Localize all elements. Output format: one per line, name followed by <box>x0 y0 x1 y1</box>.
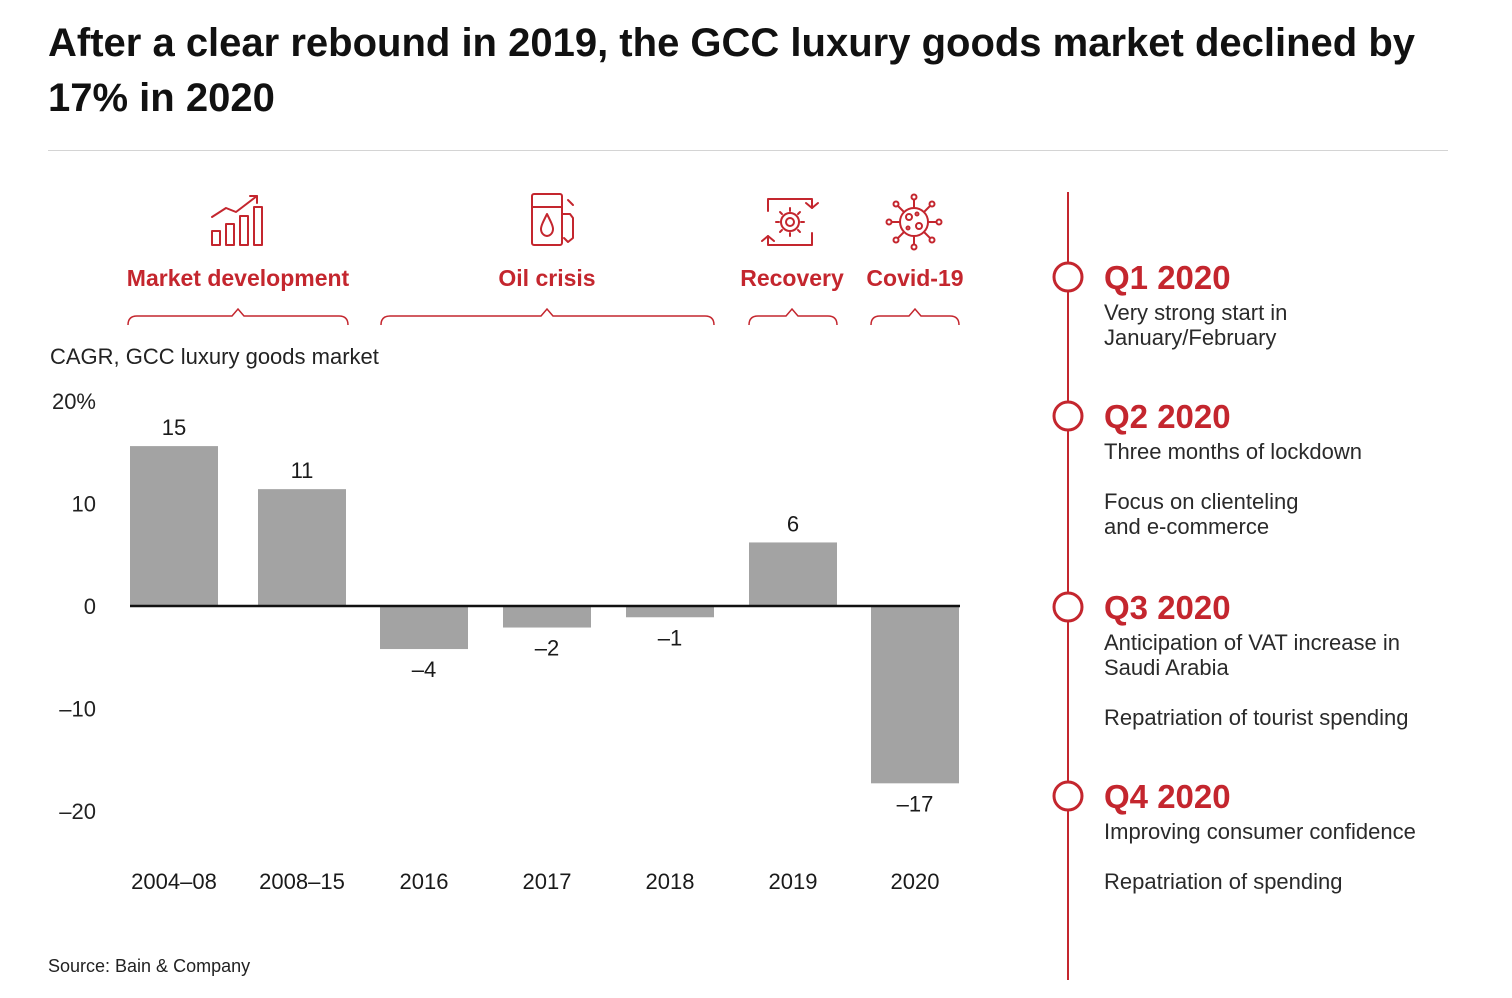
bar <box>749 542 837 606</box>
timeline-marker <box>1052 591 1084 623</box>
timeline: Q1 2020 Very strong start inJanuary/Febru… <box>1052 192 1416 980</box>
timeline-text: Saudi Arabia <box>1104 655 1230 680</box>
x-tick-label: 2019 <box>769 869 818 894</box>
chart-title: After a clear rebound in 2019, the GCC l… <box>48 21 1416 120</box>
bar <box>130 446 218 606</box>
timeline-marker <box>1052 261 1084 293</box>
virus-icon <box>885 193 943 251</box>
timeline-text: Three months of lockdown <box>1104 439 1362 464</box>
phase-brace <box>870 307 960 326</box>
y-tick-label: 20% <box>52 389 96 414</box>
bar-value-label: –4 <box>412 657 436 682</box>
x-tick-label: 2018 <box>646 869 695 894</box>
x-tick-label: 2016 <box>400 869 449 894</box>
timeline-quarter: Q3 2020 <box>1104 589 1231 626</box>
bar <box>258 489 346 606</box>
x-tick-label: 2004–08 <box>131 869 217 894</box>
phase-brace <box>748 307 838 326</box>
bar-value-label: –17 <box>897 791 934 816</box>
title-divider <box>48 150 1448 151</box>
x-axis: 2004–08 2008–15 2016 2017 2018 2019 2020 <box>130 604 960 894</box>
bar <box>871 606 959 784</box>
phase-headers: Market development Oil crisis Recovery Covi… <box>127 265 964 326</box>
bar <box>626 606 714 618</box>
timeline-quarter: Q4 2020 <box>1104 778 1231 815</box>
bar-value-label: 11 <box>291 458 314 483</box>
phase-label: Market development <box>127 265 350 291</box>
bar-value-label: –2 <box>535 636 559 661</box>
timeline-text: Repatriation of tourist spending <box>1104 705 1409 730</box>
y-axis-label: CAGR, GCC luxury goods market <box>50 344 379 369</box>
x-tick-label: 2020 <box>891 869 940 894</box>
phase-label: Oil crisis <box>498 265 595 291</box>
y-axis: 20% 10 0 –10 –20 <box>52 389 96 824</box>
bar-value-label: –1 <box>658 625 682 650</box>
timeline-quarter: Q1 2020 <box>1104 259 1231 296</box>
timeline-marker <box>1052 400 1084 432</box>
y-tick-label: 0 <box>84 594 96 619</box>
bar <box>380 606 468 650</box>
fuel-pump-icon <box>531 193 574 246</box>
phase-label: Recovery <box>740 265 844 291</box>
bar-value-label: 6 <box>787 511 799 536</box>
bar-value-label: 15 <box>162 415 186 440</box>
timeline-text: Anticipation of VAT increase in <box>1104 630 1400 655</box>
timeline-text: and e-commerce <box>1104 514 1269 539</box>
timeline-text: Very strong start in <box>1104 300 1287 325</box>
growth-chart-icon <box>211 195 263 246</box>
timeline-text: Repatriation of spending <box>1104 869 1343 894</box>
phase-label: Covid-19 <box>866 265 963 291</box>
y-tick-label: 10 <box>72 492 96 517</box>
y-tick-label: –10 <box>59 697 96 722</box>
recovery-gear-icon <box>761 198 819 246</box>
timeline-text: Improving consumer confidence <box>1104 819 1416 844</box>
timeline-text: January/February <box>1104 325 1276 350</box>
timeline-quarter: Q2 2020 <box>1104 398 1231 435</box>
bar <box>503 606 591 628</box>
source-note: Source: Bain & Company <box>48 956 251 976</box>
phase-brace <box>380 307 715 326</box>
phase-brace <box>127 307 349 326</box>
timeline-marker <box>1052 780 1084 812</box>
y-tick-label: –20 <box>59 799 96 824</box>
timeline-text: Focus on clienteling <box>1104 489 1298 514</box>
x-tick-label: 2017 <box>523 869 572 894</box>
bars: 15 11 –4 –2 –1 6 –17 <box>130 415 959 816</box>
x-tick-label: 2008–15 <box>259 869 345 894</box>
